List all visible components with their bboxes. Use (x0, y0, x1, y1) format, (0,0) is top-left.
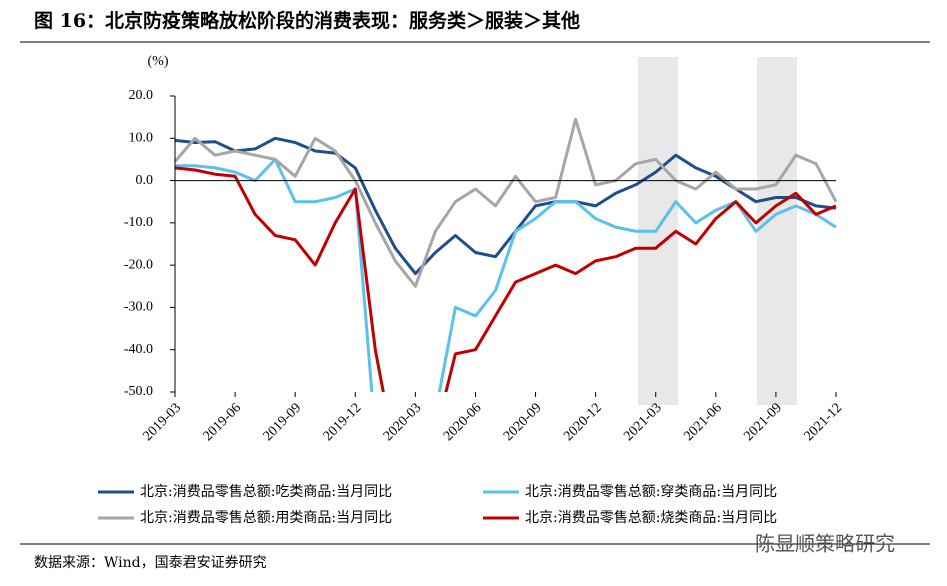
y-tick-label: -10.0 (124, 215, 153, 230)
x-tick-label: 2021-06 (681, 400, 725, 444)
y-tick-label: 10.0 (129, 131, 154, 146)
y-tick-label: 0.0 (136, 173, 154, 188)
legend-label: 北京:消费品零售总额:穿类商品:当月同比 (525, 484, 777, 500)
y-axis-title: (%) (148, 54, 169, 69)
legend-label: 北京:消费品零售总额:烧类商品:当月同比 (525, 510, 777, 526)
x-tick-label: 2021-09 (741, 400, 785, 444)
x-tick-label: 2021-03 (621, 400, 665, 444)
legend-label: 北京:消费品零售总额:用类商品:当月同比 (140, 510, 392, 526)
y-tick-label: 20.0 (129, 88, 154, 103)
x-tick-label: 2019-09 (261, 400, 305, 444)
y-tick-label: -30.0 (124, 300, 153, 315)
x-tick-label: 2020-03 (381, 400, 425, 444)
x-tick-label: 2019-06 (201, 400, 245, 444)
y-tick-label: -40.0 (124, 342, 153, 357)
x-tick-label: 2020-06 (441, 400, 485, 444)
series-line (174, 166, 837, 392)
x-tick-label: 2020-09 (501, 400, 545, 444)
watermark: 陈显顺策略研究 (755, 532, 895, 556)
series-line (174, 136, 837, 276)
y-tick-label: -50.0 (124, 384, 153, 399)
source-note: 数据来源：Wind，国泰君安证券研究 (34, 555, 267, 571)
legend-label: 北京:消费品零售总额:吃类商品:当月同比 (140, 484, 392, 500)
x-tick-label: 2021-12 (801, 400, 845, 444)
highlight-band (757, 57, 797, 405)
x-tick-label: 2020-12 (561, 400, 605, 444)
x-tick-label: 2019-03 (140, 400, 184, 444)
y-tick-label: -20.0 (124, 257, 153, 272)
x-tick-label: 2019-12 (321, 400, 365, 444)
chart-title: 图 16：北京防疫策略放松阶段的消费表现：服务类＞服装＞其他 (34, 9, 580, 32)
